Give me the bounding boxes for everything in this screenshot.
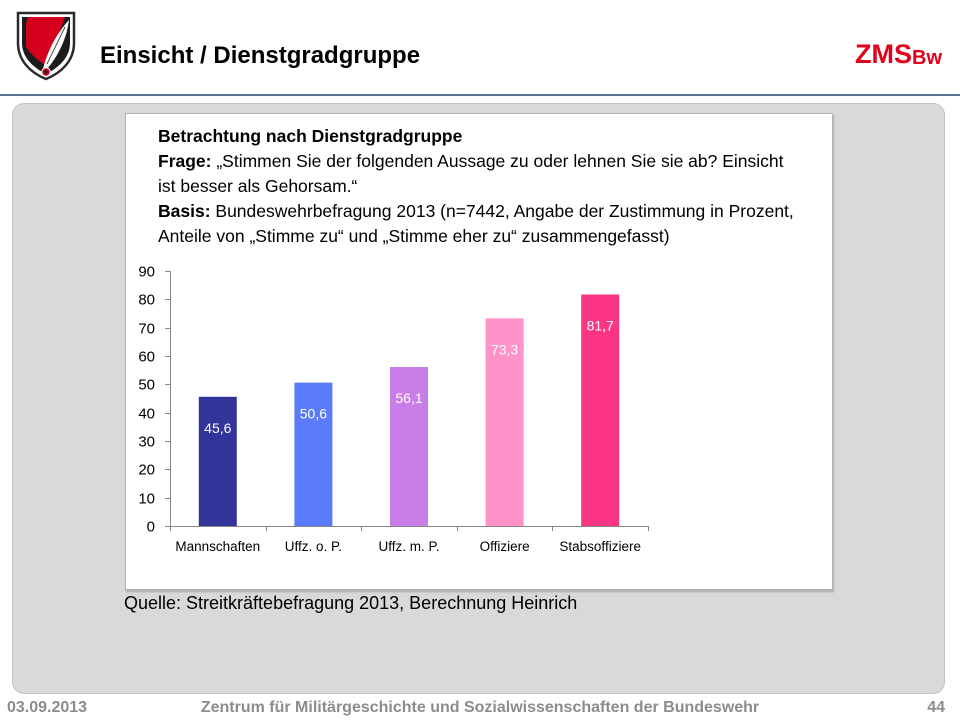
basis-text-1: Bundeswehrbefragung 2013 (n=7442, Angabe… (215, 201, 794, 221)
brand-main: ZMS (855, 39, 912, 69)
y-tick-label: 30 (138, 434, 155, 451)
data-label-3: 56,1 (395, 390, 422, 406)
basis-line-1: Basis: Bundeswehrbefragung 2013 (n=7442,… (158, 199, 794, 224)
question-line-1: Frage: „Stimmen Sie der folgenden Aussag… (158, 149, 794, 174)
footer-institution: Zentrum für Militärgeschichte und Sozial… (200, 699, 760, 716)
data-label-5: 81,7 (587, 318, 614, 334)
y-tick-label: 10 (138, 491, 155, 508)
source-note: Quelle: Streitkräftebefragung 2013, Bere… (124, 593, 578, 613)
y-tick-label: 40 (138, 406, 155, 423)
footer-date: 03.09.2013 (7, 699, 88, 716)
logo-emblem-cross (43, 69, 49, 75)
slide-title: Einsicht / Dienstgradgruppe (100, 42, 421, 69)
x-tick-label-4: Offiziere (480, 539, 530, 554)
y-tick-label: 70 (138, 321, 155, 338)
data-label-2: 50,6 (300, 406, 327, 422)
y-tick-label: 50 (138, 377, 155, 394)
bar-4 (485, 318, 524, 526)
chart-description: Betrachtung nach Dienstgradgruppe Frage:… (158, 124, 794, 249)
question-label: Frage: (158, 151, 212, 171)
basis-label: Basis: (158, 201, 211, 221)
question-line-2: ist besser als Gehorsam.“ (158, 176, 358, 196)
logo-quill-shaft (46, 26, 66, 65)
basis-line-2: Anteile von „Stimme zu“ und „Stimme eher… (158, 226, 670, 246)
x-tick-label-1: Mannschaften (175, 539, 260, 554)
question-text-1: „Stimmen Sie der folgenden Aussage zu od… (216, 151, 784, 171)
y-tick-label: 80 (138, 292, 155, 309)
x-tick-label-3: Uffz. m. P. (378, 539, 439, 554)
y-tick-label: 90 (138, 264, 155, 281)
bar-1 (198, 396, 237, 526)
brand-wordmark: ZMSBw (855, 38, 942, 74)
x-tick-label-2: Uffz. o. P. (285, 539, 342, 554)
chart-heading: Betrachtung nach Dienstgradgruppe (158, 126, 463, 146)
chart-panel: Betrachtung nach Dienstgradgruppe Frage:… (125, 113, 833, 590)
bar-5 (581, 294, 620, 526)
footer-page-number: 44 (927, 699, 945, 716)
bar-3 (390, 367, 428, 526)
bar-chart: 0 10 20 30 40 50 60 70 80 90 45,6 50,6 56,1 73,3 81,7 M… (138, 264, 649, 554)
y-tick-label: 20 (138, 462, 155, 479)
logo-red-field (26, 17, 65, 66)
y-tick-label: 60 (138, 349, 155, 366)
brand-sub: Bw (912, 47, 942, 69)
data-label-1: 45,6 (204, 420, 231, 436)
shield-quill-logo-icon (16, 11, 76, 81)
bar-2 (294, 382, 333, 526)
y-tick-label: 0 (147, 519, 155, 536)
x-tick-label-5: Stabsoffiziere (559, 539, 641, 554)
header-divider (0, 94, 960, 96)
data-label-4: 73,3 (491, 341, 518, 357)
